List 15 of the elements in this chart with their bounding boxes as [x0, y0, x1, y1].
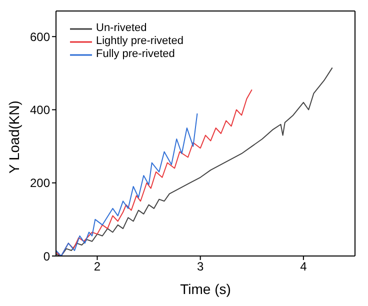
y-tick-label: 400 [30, 102, 50, 117]
y-axis-title: Y Load(KN) [6, 100, 22, 174]
x-tick-label: 3 [197, 260, 204, 274]
line-series [56, 67, 333, 256]
x-tick-label: 2 [94, 260, 101, 274]
legend-label: Un-riveted [96, 22, 147, 35]
x-tick-label: 4 [300, 260, 308, 274]
line-series [56, 89, 252, 256]
y-tick-label: 600 [30, 30, 50, 44]
legend-label: Fully pre-riveted [96, 48, 175, 61]
legend-label: Lightly pre-riveted [96, 35, 184, 48]
y-tick-label: 0 [43, 249, 50, 264]
y-tick-label: 200 [30, 176, 50, 190]
x-axis-title: Time (s) [180, 281, 231, 297]
line-series [56, 112, 198, 256]
